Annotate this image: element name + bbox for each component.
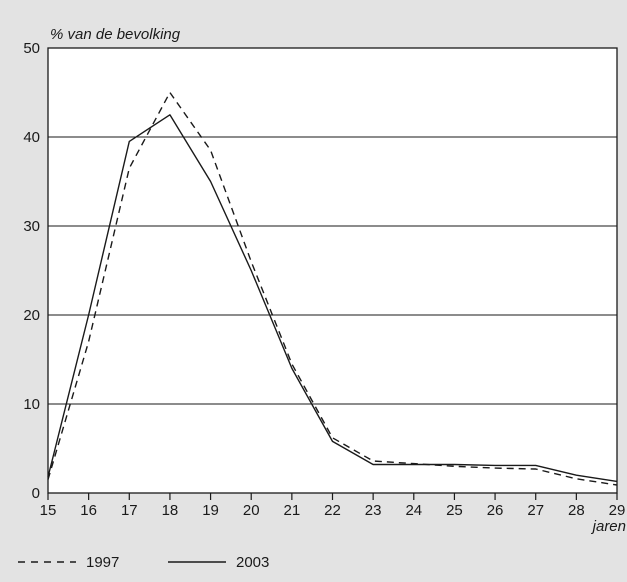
x-tick-label: 15 [40, 502, 57, 519]
series-line-2003 [47, 114, 618, 483]
y-tick-label: 20 [23, 307, 40, 324]
x-tick-label: 17 [121, 502, 138, 519]
x-tick-label: 23 [365, 502, 382, 519]
x-tick-label: 24 [405, 502, 422, 519]
legend: 1997 2003 [18, 554, 269, 571]
x-tick-label: 28 [568, 502, 585, 519]
legend-label-1997: 1997 [86, 554, 119, 571]
gridlines [48, 136, 617, 405]
y-tick-label: 0 [32, 485, 40, 502]
x-tick-label: 27 [527, 502, 544, 519]
legend-label-2003: 2003 [236, 554, 269, 571]
y-tick-label: 30 [23, 218, 40, 235]
y-tick-label: 10 [23, 396, 40, 413]
x-tick-label: 18 [162, 502, 179, 519]
x-tick-label: 20 [243, 502, 260, 519]
y-axis-title: % van de bevolking [50, 26, 181, 43]
x-tick-label: 16 [80, 502, 97, 519]
x-axis-title: jaren [591, 518, 626, 535]
x-tick-label: 25 [446, 502, 463, 519]
y-tick-label: 40 [23, 129, 40, 146]
x-tick-label: 21 [284, 502, 301, 519]
series-line-1997 [47, 91, 618, 486]
x-tick-label: 26 [487, 502, 504, 519]
x-axis-ticks: 15 16 17 18 19 20 21 22 23 24 25 26 27 28 29 [40, 493, 626, 519]
x-tick-label: 22 [324, 502, 341, 519]
x-tick-label: 19 [202, 502, 219, 519]
y-tick-label: 50 [23, 40, 40, 57]
series-layer [47, 91, 618, 486]
plot-area [48, 48, 617, 493]
y-axis-ticks: 0 10 20 30 40 50 [23, 40, 40, 502]
x-tick-label: 29 [609, 502, 626, 519]
